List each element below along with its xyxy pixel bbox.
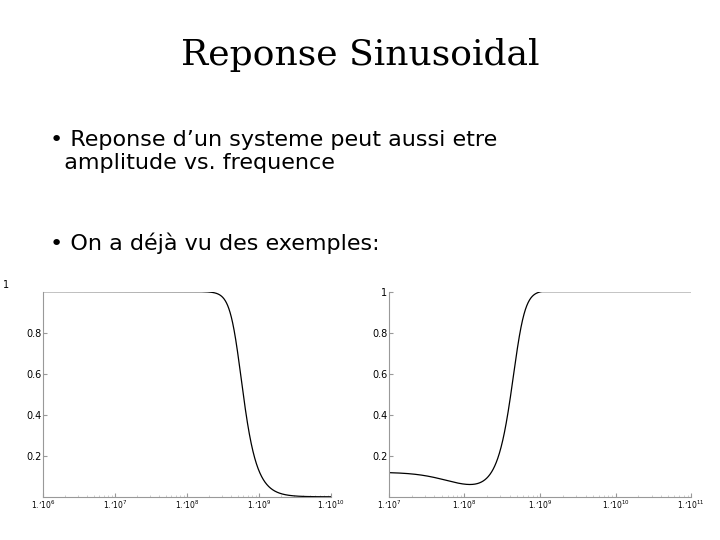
- Text: • Reponse d’un systeme peut aussi etre
  amplitude vs. frequence: • Reponse d’un systeme peut aussi etre a…: [50, 130, 498, 173]
- Text: Reponse Sinusoidal: Reponse Sinusoidal: [181, 38, 539, 72]
- Text: 1: 1: [2, 280, 9, 289]
- Text: • On a déjà vu des exemples:: • On a déjà vu des exemples:: [50, 232, 380, 254]
